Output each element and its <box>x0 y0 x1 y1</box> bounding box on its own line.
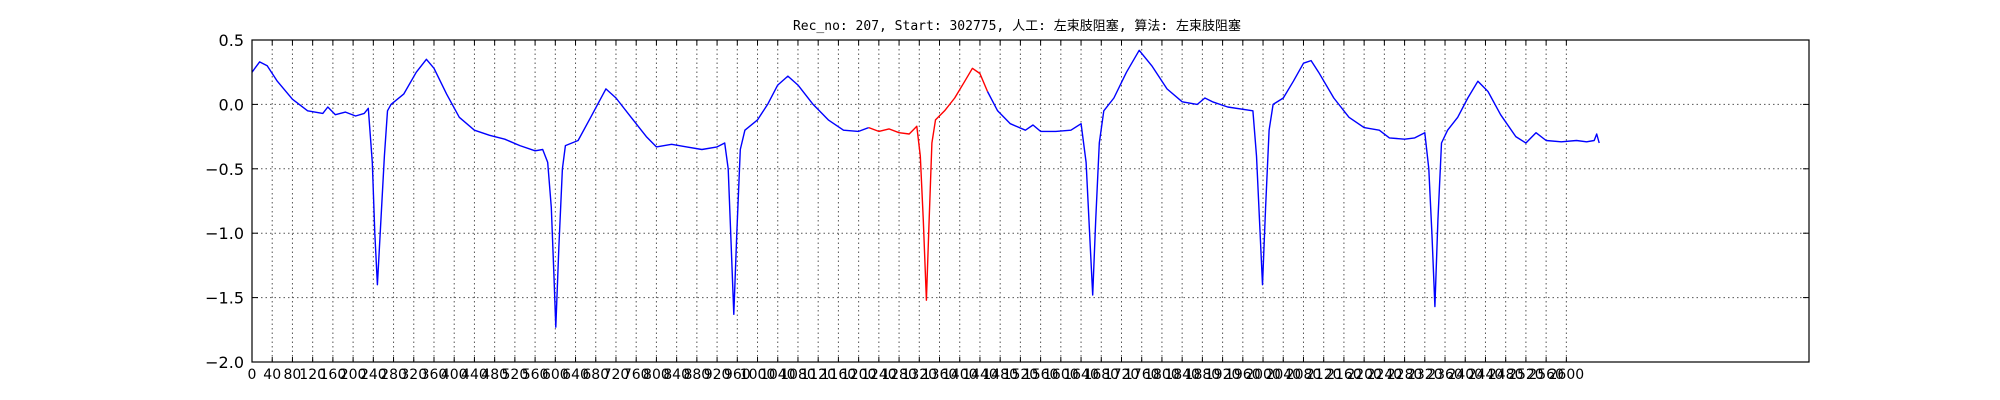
x-tick-label: 2200 <box>1346 367 1382 383</box>
x-tick-label: 1960 <box>1225 367 1261 383</box>
x-tick-label: 1480 <box>982 367 1018 383</box>
x-tick-label: 720 <box>603 367 630 383</box>
x-tick-label: 2120 <box>1306 367 1342 383</box>
x-tick-label: 1880 <box>1185 367 1221 383</box>
y-axis: 0.5 0.0 −0.5 −1.0 −1.5 −2.0 <box>205 31 1809 372</box>
x-tick-label: 240 <box>360 367 387 383</box>
x-tick-label: 1840 <box>1164 367 1200 383</box>
x-tick-label: 1800 <box>1144 367 1180 383</box>
x-tick-label: 1560 <box>1023 367 1059 383</box>
x-tick-label: 440 <box>461 367 488 383</box>
x-tick-label: 160 <box>320 367 347 383</box>
x-tick-label: 1080 <box>780 367 816 383</box>
x-tick-label: 2480 <box>1488 367 1524 383</box>
x-tick-label: 2080 <box>1286 367 1322 383</box>
x-tick-label: 1520 <box>1003 367 1039 383</box>
x-tick-label: 200 <box>340 367 367 383</box>
series-line-1 <box>251 58 869 328</box>
data-series <box>251 49 1600 328</box>
x-tick-label: 800 <box>643 367 670 383</box>
x-tick-label: 1320 <box>901 367 937 383</box>
x-tick-label: 1760 <box>1124 367 1160 383</box>
y-tick-label: 0.5 <box>219 31 244 50</box>
x-tick-label: 1280 <box>881 367 917 383</box>
x-tick-label: 1400 <box>942 367 978 383</box>
x-axis: 0 40 8012016020024028032036040044048052056… <box>248 40 1585 383</box>
x-tick-label: 1440 <box>962 367 998 383</box>
y-tick-label: −0.5 <box>205 160 244 179</box>
x-tick-label: 480 <box>481 367 508 383</box>
plot-frame <box>251 39 1810 363</box>
x-tick-label: 640 <box>562 367 589 383</box>
y-tick-label: −2.0 <box>205 353 244 372</box>
x-tick-label: 0 <box>248 367 257 383</box>
series-line-3 <box>986 49 1600 308</box>
x-tick-label: 280 <box>380 367 407 383</box>
x-tick-label: 40 <box>263 367 281 383</box>
x-tick-label: 2320 <box>1407 367 1443 383</box>
x-tick-label: 520 <box>502 367 529 383</box>
x-tick-label: 1720 <box>1104 367 1140 383</box>
x-tick-label: 2160 <box>1326 367 1362 383</box>
x-tick-label: 1160 <box>821 367 857 383</box>
y-tick-label: −1.5 <box>205 289 244 308</box>
x-tick-label: 1680 <box>1083 367 1119 383</box>
x-tick-label: 1360 <box>922 367 958 383</box>
grid-lines <box>252 40 1809 362</box>
x-tick-label: 2560 <box>1528 367 1564 383</box>
x-tick-label: 1600 <box>1043 367 1079 383</box>
x-tick-label: 400 <box>441 367 468 383</box>
x-tick-label: 360 <box>421 367 448 383</box>
x-tick-label: 2600 <box>1549 367 1585 383</box>
x-tick-label: 680 <box>582 367 609 383</box>
x-tick-label: 80 <box>284 367 302 383</box>
x-tick-label: 1920 <box>1205 367 1241 383</box>
x-tick-label: 600 <box>542 367 569 383</box>
x-tick-label: 1120 <box>800 367 836 383</box>
x-tick-label: 1200 <box>841 367 877 383</box>
x-tick-label: 920 <box>704 367 731 383</box>
x-tick-label: 120 <box>299 367 326 383</box>
x-tick-label: 2400 <box>1447 367 1483 383</box>
y-tick-label: 0.0 <box>219 95 244 114</box>
x-tick-label: 1240 <box>861 367 897 383</box>
x-tick-label: 2040 <box>1265 367 1301 383</box>
chart-title: Rec_no: 207, Start: 302775, 人工: 左束肢阻塞, 算… <box>793 18 1241 34</box>
x-tick-label: 2000 <box>1245 367 1281 383</box>
x-tick-label: 2520 <box>1508 367 1544 383</box>
x-tick-label: 1000 <box>740 367 776 383</box>
x-tick-label: 840 <box>663 367 690 383</box>
x-tick-label: 1040 <box>760 367 796 383</box>
x-tick-label: 2280 <box>1387 367 1423 383</box>
x-tick-label: 880 <box>683 367 710 383</box>
x-tick-label: 320 <box>400 367 427 383</box>
y-tick-label: −1.0 <box>205 224 244 243</box>
x-tick-label: 560 <box>522 367 549 383</box>
series-line-2 <box>868 67 989 301</box>
x-tick-label: 2360 <box>1427 367 1463 383</box>
x-tick-label: 960 <box>724 367 751 383</box>
x-tick-label: 1640 <box>1063 367 1099 383</box>
x-tick-label: 2440 <box>1468 367 1504 383</box>
x-tick-label: 2240 <box>1367 367 1403 383</box>
x-tick-label: 760 <box>623 367 650 383</box>
